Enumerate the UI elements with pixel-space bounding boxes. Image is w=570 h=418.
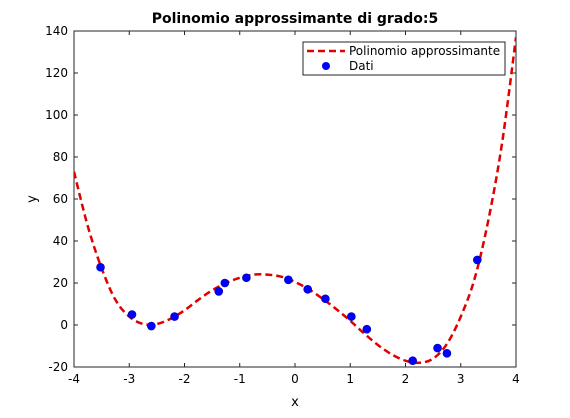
- y-tick-label: 120: [45, 66, 68, 80]
- data-point: [242, 273, 251, 283]
- y-tick-label: 0: [60, 318, 68, 332]
- data-point: [433, 343, 442, 353]
- data-point: [147, 321, 156, 331]
- y-axis-label: y: [25, 195, 40, 203]
- series-layer: [74, 37, 516, 366]
- x-tick-label: 0: [291, 372, 299, 386]
- x-tick-label: 4: [512, 372, 520, 386]
- x-tick-label: 2: [402, 372, 410, 386]
- x-tick-label: 1: [346, 372, 354, 386]
- y-tick-label: 60: [53, 192, 68, 206]
- x-tick-label: -2: [179, 372, 191, 386]
- data-point: [214, 287, 224, 296]
- ticks: -4 -3 -2 -1 0 1 2 3 4 -20 0 20 40 60 80 100 120 140: [45, 24, 520, 386]
- y-tick-label: 40: [53, 234, 68, 248]
- legend-box: [302, 41, 506, 76]
- data-point: [321, 294, 330, 304]
- data-point: [473, 255, 482, 265]
- plot-area: -4 -3 -2 -1 0 1 2 3 4 -20 0 20 40 60 80 100 120 140: [45, 24, 520, 386]
- axes-box: [73, 30, 517, 368]
- y-tick-label: -20: [48, 360, 68, 374]
- data-point: [408, 356, 417, 366]
- chart-title: Polinomio approssimante di grado:5: [152, 11, 439, 27]
- x-tick-label: -4: [68, 372, 80, 386]
- data-point: [96, 262, 105, 272]
- data-point: [170, 312, 179, 321]
- x-axis-label: x: [291, 395, 299, 410]
- data-point: [284, 275, 293, 285]
- y-tick-label: 20: [53, 276, 68, 290]
- data-point: [362, 324, 372, 334]
- x-tick-label: -1: [234, 372, 246, 386]
- x-tick-label: 3: [457, 372, 465, 386]
- y-tick-label: 80: [53, 150, 68, 164]
- legend-label-dati: Dati: [349, 59, 374, 73]
- legend: Polinomio approssimante Dati: [302, 41, 506, 76]
- legend-marker-sample: [322, 62, 330, 70]
- y-tick-label: 100: [45, 108, 68, 122]
- data-point: [347, 312, 356, 321]
- x-tick-label: -3: [123, 372, 135, 386]
- data-point: [127, 310, 137, 319]
- data-point: [442, 349, 452, 358]
- data-point: [303, 284, 313, 294]
- y-tick-label: 140: [45, 24, 68, 38]
- data-point: [220, 278, 230, 288]
- legend-label-polinomio: Polinomio approssimante: [349, 44, 500, 58]
